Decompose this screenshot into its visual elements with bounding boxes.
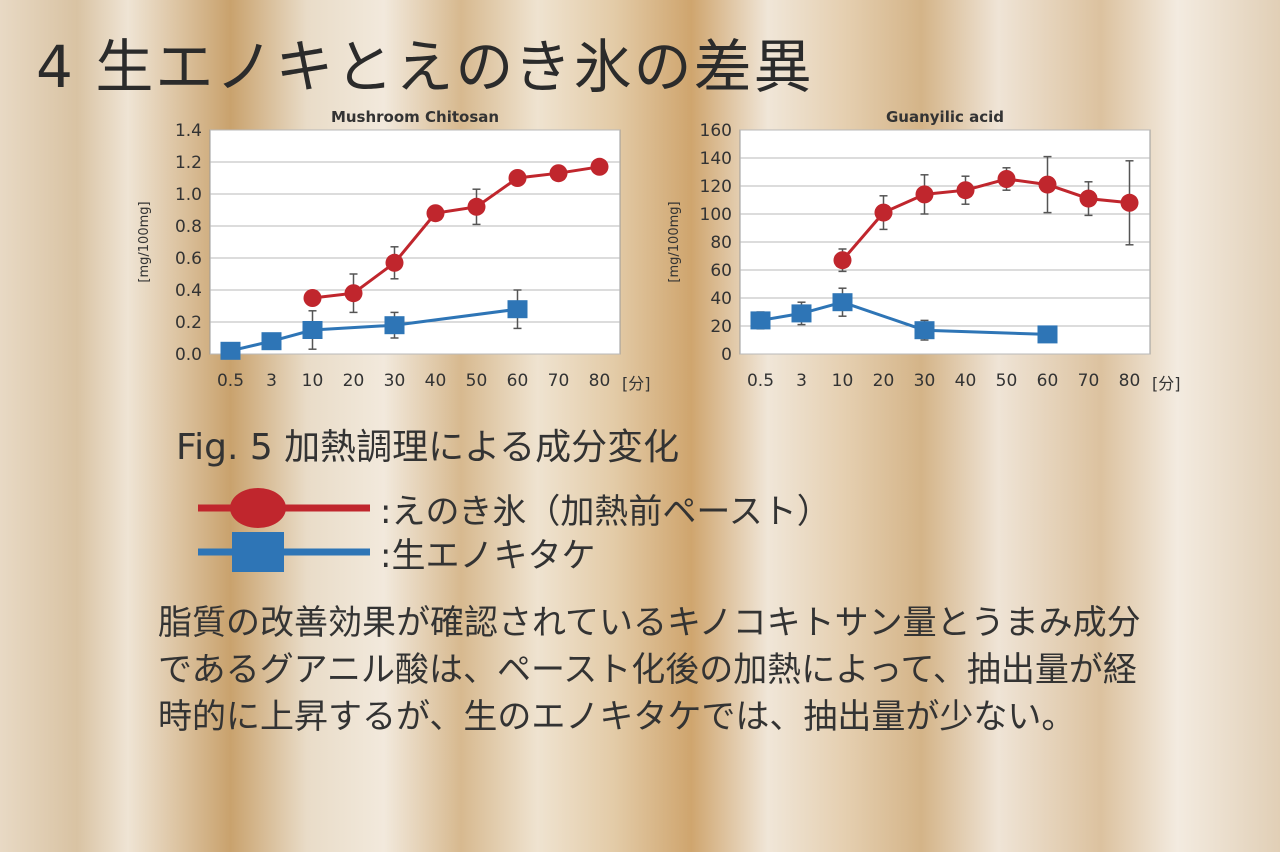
y-tick-label: 80 (710, 233, 732, 253)
chitosan-chart-svg: 0.0 0.2 0.4 0.6 0.8 1.0 1.2 1.4 0.5 3 10 20 30 40 50 60… (137, 108, 651, 393)
x-tick-label: 50 (996, 371, 1018, 391)
y-tick-label: 0.4 (175, 281, 202, 301)
data-point (914, 321, 935, 340)
x-tick-label: 30 (384, 371, 406, 391)
y-tick-label: 1.4 (175, 121, 202, 141)
data-point (467, 197, 486, 216)
y-tick-label: 0.8 (175, 217, 202, 237)
x-tick-label: 80 (589, 371, 611, 391)
data-point (956, 181, 975, 200)
y-tick-label: 1.2 (175, 153, 202, 173)
data-point (832, 293, 853, 312)
chitosan-chart: 0.0 0.2 0.4 0.6 0.8 1.0 1.2 1.4 0.5 3 10 20 30 40 50 60… (110, 104, 670, 408)
x-tick-label: 40 (425, 371, 447, 391)
x-axis-unit: [分] (1152, 374, 1181, 393)
data-point (833, 251, 852, 270)
body-text: 脂質の改善効果が確認されているキノコキトサン量とうまみ成分であるグアニル酸は、ペ… (158, 603, 1141, 737)
x-tick-label: 50 (466, 371, 488, 391)
y-tick-label: 60 (710, 261, 732, 281)
x-tick-label: 10 (302, 371, 324, 391)
data-point (302, 321, 323, 339)
legend-item-enoki-ice: :えのき氷（加熱前ペースト） (198, 486, 831, 532)
data-point (426, 204, 445, 223)
x-axis-unit: [分] (622, 374, 651, 393)
data-point (220, 341, 241, 360)
x-tick-label: 70 (548, 371, 570, 391)
slide-title: 4 生エノキとえのき氷の差異 (36, 33, 814, 101)
data-point (1120, 193, 1139, 212)
legend-swatch-blue (198, 532, 370, 572)
figure-caption: Fig. 5 加熱調理による成分変化 (176, 427, 680, 468)
chart-title: Mushroom Chitosan (331, 108, 499, 126)
x-tick-label: 70 (1078, 371, 1100, 391)
data-point (261, 332, 282, 351)
x-tick-label: 20 (343, 371, 365, 391)
data-point (590, 157, 609, 176)
x-tick-label: 40 (955, 371, 977, 391)
x-tick-label: 20 (873, 371, 895, 391)
chart-title: Guanyilic acid (886, 108, 1004, 126)
y-tick-label: 0.2 (175, 313, 202, 333)
y-tick-label: 20 (710, 317, 732, 337)
data-point (384, 316, 405, 335)
data-point (750, 311, 771, 330)
x-tick-label: 30 (914, 371, 936, 391)
legend-item-raw-enoki: :生エノキタケ (198, 530, 596, 576)
data-point (303, 289, 322, 307)
data-point (1079, 189, 1098, 208)
guanylic-chart-svg: 0 20 40 60 80 100 120 140 160 0.5 3 10 20 30 40 50 60 70 8… (667, 108, 1181, 393)
y-tick-label: 100 (700, 205, 732, 225)
y-tick-label: 40 (710, 289, 732, 309)
data-point (507, 300, 528, 319)
y-axis-label: [mg/100mg] (667, 201, 682, 282)
y-tick-label: 140 (700, 149, 732, 169)
x-tick-label: 0.5 (747, 371, 774, 391)
y-axis-label: [mg/100mg] (137, 201, 152, 282)
data-point (508, 169, 527, 187)
y-tick-label: 120 (700, 177, 732, 197)
x-tick-label: 60 (1037, 371, 1059, 391)
legend-label-raw-enoki: :生エノキタケ (380, 535, 596, 576)
data-point (791, 304, 812, 323)
y-tick-label: 0.0 (175, 345, 202, 365)
data-point (549, 164, 568, 183)
data-point (385, 253, 404, 272)
x-tick-label: 0.5 (217, 371, 244, 391)
data-point (915, 185, 934, 204)
data-point (1038, 175, 1057, 194)
x-tick-label: 60 (507, 371, 529, 391)
x-tick-label: 10 (832, 371, 854, 391)
y-tick-label: 1.0 (175, 185, 202, 205)
legend-swatch-red (198, 488, 370, 528)
data-point (1037, 325, 1058, 344)
x-tick-label: 3 (796, 371, 807, 391)
data-point (874, 203, 893, 222)
plot-area (209, 129, 621, 355)
legend-label-enoki-ice: :えのき氷（加熱前ペースト） (380, 491, 831, 532)
x-tick-label: 80 (1119, 371, 1141, 391)
guanylic-chart: 0 20 40 60 80 100 120 140 160 0.5 3 10 20 30 40 50 60 70 8… (640, 104, 1200, 408)
y-tick-label: 0.6 (175, 249, 202, 269)
y-tick-label: 160 (700, 121, 732, 141)
y-tick-label: 0 (721, 345, 732, 365)
data-point (997, 170, 1016, 188)
data-point (344, 284, 363, 303)
x-tick-label: 3 (266, 371, 277, 391)
